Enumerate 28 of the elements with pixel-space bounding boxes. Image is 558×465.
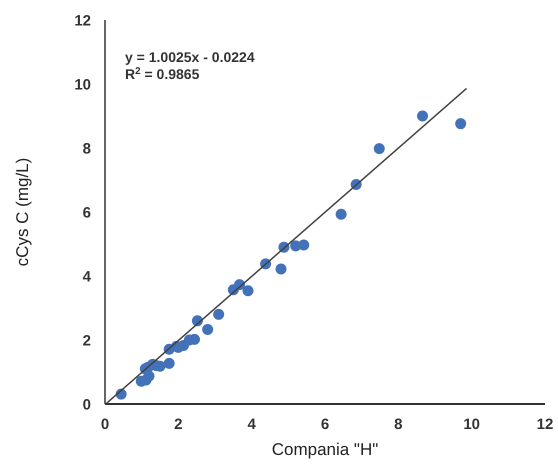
point <box>298 239 310 250</box>
x-tick-label: 0 <box>100 416 110 433</box>
x-tick-label: 4 <box>247 416 256 433</box>
y-tick-label: 6 <box>82 204 91 222</box>
point <box>213 308 224 320</box>
y-tick-label: 4 <box>82 268 92 286</box>
y-tick-label: 10 <box>74 76 91 94</box>
point <box>242 285 254 296</box>
y-tick-label: 12 <box>74 12 91 30</box>
annotation: R$^{2}$ = 0.9865 <box>125 66 200 82</box>
x-axis-title: Compania "H" <box>272 440 378 459</box>
y-tick-label: 2 <box>82 332 91 350</box>
point <box>374 143 385 154</box>
point <box>417 110 428 122</box>
x-tick-label: 6 <box>320 416 330 433</box>
y-tick-label: 8 <box>82 140 91 158</box>
annotation: y = 1.0025x - 0.0224 <box>125 49 255 65</box>
y-tick-label: 0 <box>82 396 91 414</box>
x-tick-label: 10 <box>463 416 480 433</box>
x-tick-label: 8 <box>394 416 403 433</box>
x-tick-label: 2 <box>174 416 183 433</box>
point <box>276 263 286 274</box>
point <box>202 324 214 335</box>
x-tick-label: 12 <box>536 416 554 433</box>
point <box>455 118 466 130</box>
point <box>336 208 347 220</box>
y-axis-title: cCys C (mg/L) <box>13 158 32 266</box>
point <box>164 358 175 369</box>
